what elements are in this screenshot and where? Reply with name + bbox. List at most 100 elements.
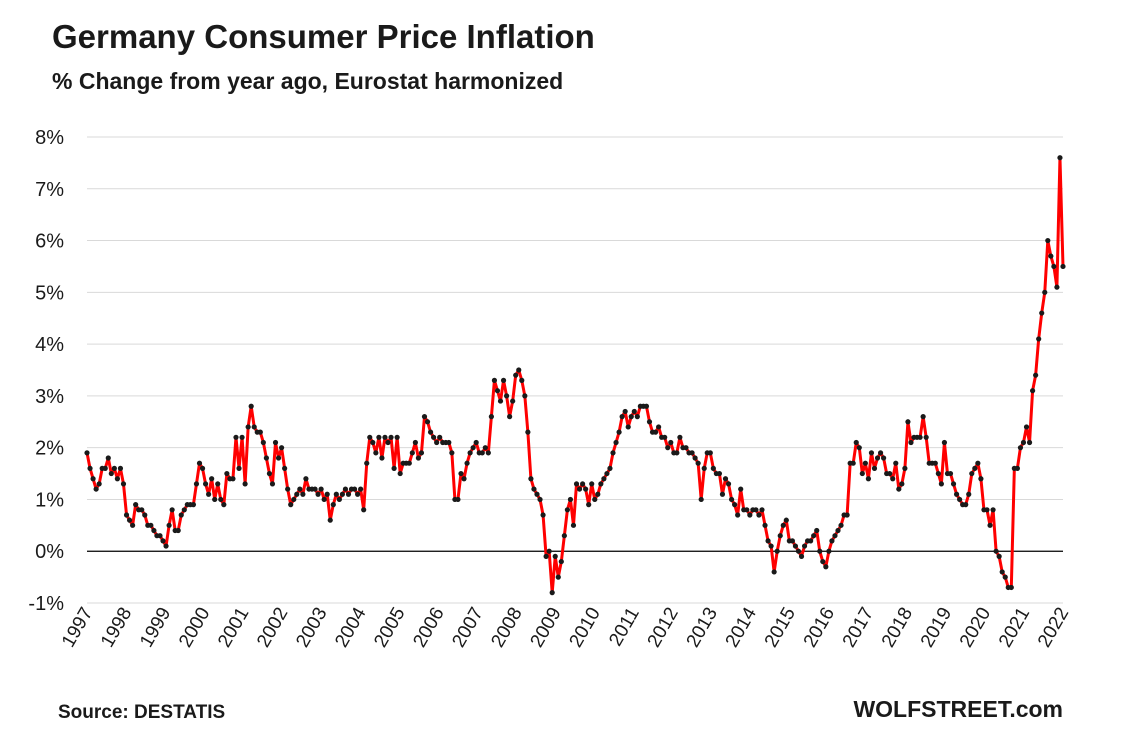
y-tick-label: 0% bbox=[35, 541, 64, 563]
x-tick-label: 2017 bbox=[839, 604, 878, 651]
data-point bbox=[321, 496, 327, 503]
data-point bbox=[1051, 263, 1057, 270]
y-tick-label: 6% bbox=[35, 231, 64, 253]
data-point bbox=[689, 450, 695, 456]
data-point bbox=[783, 517, 789, 523]
data-point bbox=[251, 424, 257, 430]
data-point bbox=[300, 491, 306, 497]
data-point bbox=[1039, 310, 1045, 316]
data-point bbox=[278, 445, 285, 451]
data-point bbox=[862, 460, 868, 466]
data-point bbox=[859, 470, 865, 477]
data-point bbox=[421, 414, 428, 420]
data-point bbox=[1014, 465, 1020, 471]
data-point bbox=[586, 502, 592, 508]
data-point bbox=[817, 548, 823, 554]
data-point bbox=[479, 450, 485, 456]
x-tick-label: 2019 bbox=[917, 604, 956, 651]
data-point bbox=[114, 476, 121, 482]
x-tick-label: 2002 bbox=[253, 604, 292, 651]
data-point bbox=[519, 377, 525, 383]
data-point bbox=[987, 522, 993, 528]
data-point bbox=[978, 476, 984, 482]
data-point bbox=[391, 465, 397, 471]
data-point bbox=[482, 445, 488, 451]
data-point bbox=[887, 470, 893, 477]
data-point bbox=[953, 491, 960, 497]
y-tick-label: 8% bbox=[35, 127, 64, 149]
data-point bbox=[239, 434, 245, 440]
data-point bbox=[370, 439, 376, 446]
data-point bbox=[674, 450, 680, 456]
data-point bbox=[437, 434, 443, 440]
data-point bbox=[446, 439, 452, 446]
data-point bbox=[969, 470, 975, 477]
data-point bbox=[202, 481, 209, 487]
x-tick-label: 2007 bbox=[448, 604, 487, 651]
data-point bbox=[449, 450, 455, 456]
data-point bbox=[415, 455, 422, 461]
data-point bbox=[221, 502, 227, 508]
source-note: Source: DESTATIS bbox=[58, 702, 226, 723]
x-tick-label: 2010 bbox=[566, 604, 605, 651]
chart-subtitle: % Change from year ago, Eurostat harmoni… bbox=[52, 68, 564, 94]
data-point bbox=[87, 465, 93, 471]
data-point bbox=[1054, 284, 1060, 290]
data-point bbox=[117, 465, 124, 471]
data-point bbox=[288, 502, 294, 508]
data-point bbox=[908, 439, 914, 446]
data-point bbox=[458, 470, 464, 477]
data-point bbox=[242, 481, 248, 487]
data-point bbox=[905, 419, 911, 425]
data-point bbox=[798, 553, 805, 560]
data-point bbox=[619, 414, 625, 420]
data-point bbox=[507, 414, 513, 420]
data-point bbox=[576, 486, 583, 492]
data-point bbox=[178, 512, 184, 518]
data-point bbox=[829, 538, 835, 544]
x-tick-label: 2012 bbox=[644, 604, 683, 651]
data-point bbox=[850, 460, 856, 466]
x-tick-label: 2018 bbox=[878, 604, 917, 651]
data-point bbox=[327, 517, 333, 523]
data-point bbox=[938, 481, 944, 487]
data-point bbox=[388, 434, 394, 440]
data-point bbox=[780, 522, 786, 528]
data-point bbox=[142, 512, 148, 518]
y-tick-label: 5% bbox=[35, 282, 64, 304]
data-point bbox=[652, 429, 659, 435]
data-point bbox=[622, 408, 628, 415]
data-point bbox=[832, 533, 838, 539]
data-point bbox=[546, 548, 552, 554]
data-point bbox=[695, 460, 701, 466]
data-point bbox=[573, 481, 580, 487]
data-point bbox=[920, 414, 926, 420]
data-point bbox=[656, 424, 662, 430]
data-point bbox=[765, 538, 771, 544]
data-point bbox=[111, 465, 117, 471]
data-point bbox=[431, 434, 437, 440]
data-point bbox=[835, 527, 841, 534]
data-point bbox=[282, 465, 288, 471]
data-point bbox=[698, 496, 704, 503]
data-point bbox=[1060, 263, 1066, 270]
data-point bbox=[558, 558, 564, 565]
data-point bbox=[735, 512, 741, 518]
data-point bbox=[549, 590, 555, 596]
data-point bbox=[853, 439, 859, 446]
x-tick-label: 2008 bbox=[487, 604, 526, 651]
data-point bbox=[151, 527, 157, 534]
data-point bbox=[339, 491, 346, 497]
x-tick-label: 2004 bbox=[331, 604, 371, 651]
data-point bbox=[257, 429, 263, 435]
data-point bbox=[996, 553, 1002, 560]
data-point bbox=[494, 388, 501, 394]
data-point bbox=[865, 476, 872, 482]
data-point bbox=[801, 543, 808, 549]
data-point bbox=[814, 527, 820, 534]
x-tick-label: 2005 bbox=[370, 604, 409, 651]
data-point bbox=[923, 434, 929, 440]
data-point bbox=[181, 507, 187, 513]
x-tick-label: 2015 bbox=[761, 604, 800, 651]
